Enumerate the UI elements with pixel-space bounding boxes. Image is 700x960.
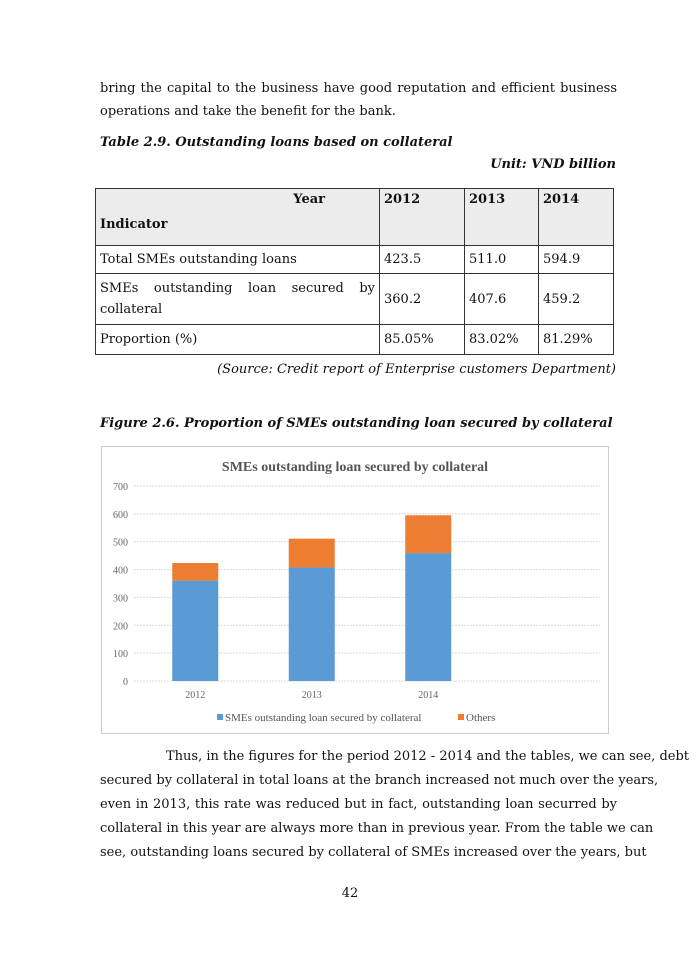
y-tick-label: 0: [123, 677, 128, 688]
cell: 360.2: [379, 273, 465, 325]
chart-title: SMEs outstanding loan secured by collate…: [222, 460, 488, 475]
header-2013: 2013: [464, 188, 539, 246]
body-line-3: even in 2013, this rate was reduced but …: [100, 797, 617, 812]
header-2014: 2014: [538, 188, 614, 246]
cell: 594.9: [538, 245, 614, 274]
unit-label: Unit: VND billion: [490, 157, 616, 172]
y-tick-label: 300: [113, 593, 128, 604]
legend-swatch-secured: [217, 714, 223, 720]
legend-swatch-others: [458, 714, 464, 720]
table-row: Total SMEs outstanding loans 423.5 511.0…: [95, 245, 614, 274]
x-tick-label: 2012: [185, 690, 205, 701]
intro-line-2: operations and take the benefit for the …: [100, 104, 396, 119]
loans-table: Year Indicator 2012 2013 2014 Total SMEs…: [95, 188, 614, 355]
row-label: Total SMEs outstanding loans: [95, 245, 380, 274]
x-tick-label: 2014: [418, 690, 438, 701]
body-line-1: Thus, in the figures for the period 2012…: [166, 749, 690, 764]
body-line-5: see, outstanding loans secured by collat…: [100, 845, 647, 860]
bar-others-2014: [405, 515, 452, 554]
y-tick-label: 700: [113, 482, 128, 493]
bar-secured-2014: [405, 553, 452, 681]
table-header-row: Year Indicator 2012 2013 2014: [95, 188, 614, 246]
cell: 423.5: [379, 245, 465, 274]
table-row: SMEs outstanding loan secured by collate…: [95, 273, 614, 325]
y-tick-label: 100: [113, 649, 128, 660]
cell: 85.05%: [379, 324, 465, 355]
chart-container: SMEs outstanding loan secured by collate…: [101, 446, 609, 734]
y-tick-label: 400: [113, 566, 128, 577]
cell: 459.2: [538, 273, 614, 325]
cell: 83.02%: [464, 324, 539, 355]
bar-secured-2012: [172, 580, 219, 681]
y-tick-label: 200: [113, 621, 128, 632]
page-number: 42: [341, 886, 359, 901]
header-indicator: Indicator: [100, 217, 168, 232]
body-line-2: secured by collateral in total loans at …: [100, 773, 659, 788]
legend-label-secured: SMEs outstanding loan secured by collate…: [225, 712, 421, 724]
x-tick-label: 2013: [302, 690, 322, 701]
bar-others-2013: [288, 538, 335, 568]
y-tick-label: 500: [113, 538, 128, 549]
header-year: Year: [293, 192, 325, 207]
cell: 407.6: [464, 273, 539, 325]
table-caption: Table 2.9. Outstanding loans based on co…: [100, 135, 453, 150]
stacked-bar-chart: SMEs outstanding loan secured by collate…: [113, 460, 600, 724]
bar-secured-2013: [288, 567, 335, 681]
row-label: SMEs outstanding loan secured by collate…: [95, 273, 380, 325]
chart-legend: SMEs outstanding loan secured by collate…: [217, 712, 495, 724]
header-2012: 2012: [379, 188, 465, 246]
table-row: Proportion (%) 85.05% 83.02% 81.29%: [95, 324, 614, 355]
y-tick-label: 600: [113, 510, 128, 521]
body-line-4: collateral in this year are always more …: [100, 821, 654, 836]
figure-caption: Figure 2.6. Proportion of SMEs outstandi…: [100, 416, 613, 431]
header-indicator-cell: Year Indicator: [95, 188, 380, 246]
table-source: (Source: Credit report of Enterprise cus…: [217, 362, 616, 377]
intro-line-1: bring the capital to the business have g…: [100, 81, 617, 96]
legend-label-others: Others: [466, 712, 495, 724]
bar-others-2012: [172, 563, 219, 581]
row-label: Proportion (%): [95, 324, 380, 355]
cell: 81.29%: [538, 324, 614, 355]
cell: 511.0: [464, 245, 539, 274]
